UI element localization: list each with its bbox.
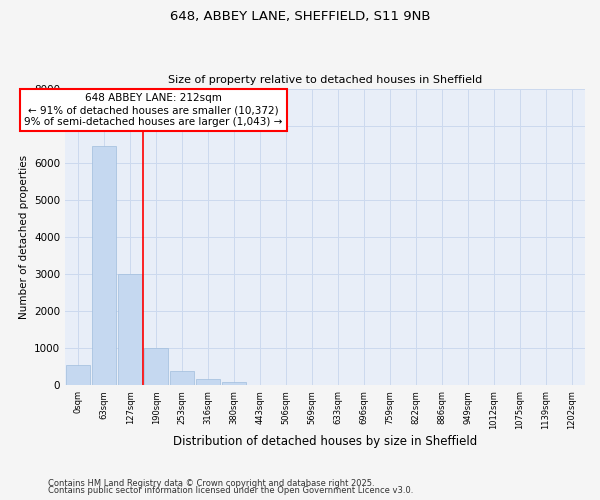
Bar — [118, 274, 142, 385]
Bar — [196, 379, 220, 385]
Text: 648, ABBEY LANE, SHEFFIELD, S11 9NB: 648, ABBEY LANE, SHEFFIELD, S11 9NB — [170, 10, 430, 23]
Text: Contains public sector information licensed under the Open Government Licence v3: Contains public sector information licen… — [48, 486, 413, 495]
Bar — [144, 348, 169, 385]
X-axis label: Distribution of detached houses by size in Sheffield: Distribution of detached houses by size … — [173, 434, 477, 448]
Bar — [222, 382, 247, 385]
Bar — [66, 364, 91, 385]
Bar — [170, 371, 194, 385]
Bar — [92, 146, 116, 385]
Y-axis label: Number of detached properties: Number of detached properties — [19, 155, 29, 319]
Text: 648 ABBEY LANE: 212sqm
← 91% of detached houses are smaller (10,372)
9% of semi-: 648 ABBEY LANE: 212sqm ← 91% of detached… — [25, 94, 283, 126]
Text: Contains HM Land Registry data © Crown copyright and database right 2025.: Contains HM Land Registry data © Crown c… — [48, 478, 374, 488]
Title: Size of property relative to detached houses in Sheffield: Size of property relative to detached ho… — [168, 76, 482, 86]
